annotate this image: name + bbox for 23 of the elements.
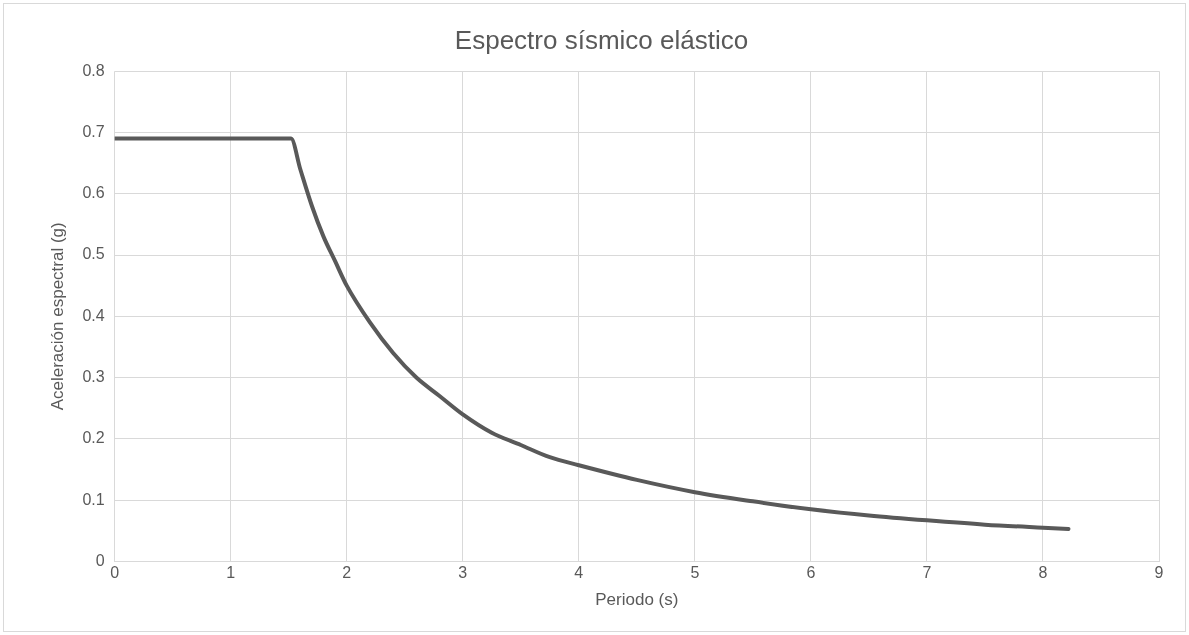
x-tick-label: 8 xyxy=(1038,564,1048,582)
x-tick-label: 0 xyxy=(110,564,120,582)
x-tick-label: 4 xyxy=(574,564,584,582)
y-tick-label: 0.7 xyxy=(82,122,105,140)
x-tick-label: 6 xyxy=(806,564,816,582)
y-axis-title: Aceleración espectral (g) xyxy=(47,222,67,411)
y-tick-label: 0.4 xyxy=(82,306,105,324)
y-tick-label: 0.3 xyxy=(82,367,105,385)
y-tick-label: 0 xyxy=(95,551,105,569)
x-tick-label: 3 xyxy=(458,564,468,582)
line-series xyxy=(114,136,1071,531)
x-tick-label: 9 xyxy=(1154,564,1164,582)
x-tick-label: 2 xyxy=(342,564,352,582)
y-tick-label: 0.2 xyxy=(82,429,105,447)
x-tick-label: 5 xyxy=(690,564,700,582)
y-tick-label: 0.8 xyxy=(82,61,105,79)
y-tick-label: 0.5 xyxy=(82,245,105,263)
x-tick-label: 7 xyxy=(922,564,932,582)
x-tick-label: 1 xyxy=(226,564,236,582)
y-tick-label: 0.1 xyxy=(82,490,105,508)
chart-title: Espectro sísmico elástico xyxy=(454,24,749,55)
y-tick-label: 0.6 xyxy=(82,184,105,202)
x-axis-title: Periodo (s) xyxy=(595,590,679,610)
